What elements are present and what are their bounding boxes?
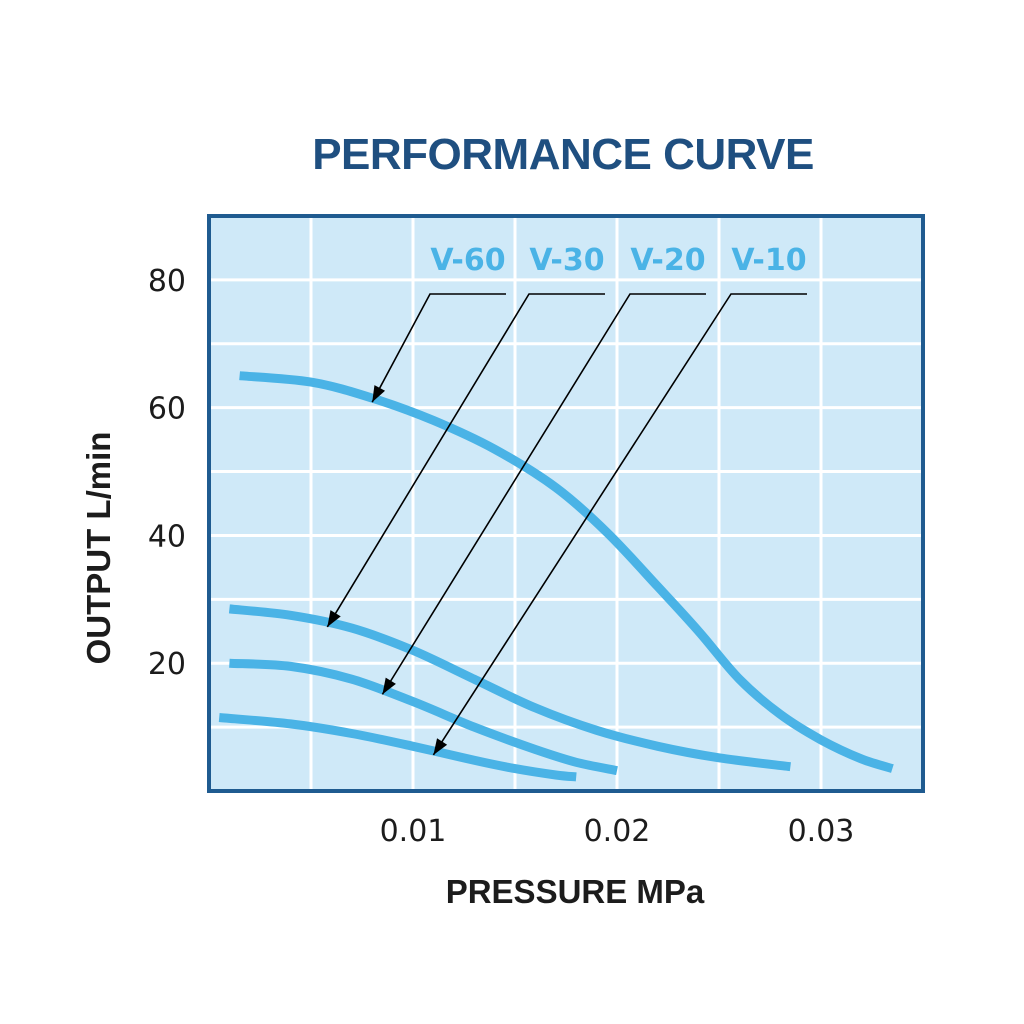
y-tick-label: 20 (148, 647, 186, 682)
grid-lines (209, 216, 923, 791)
series-curve-v-10 (218, 713, 577, 782)
plot-frame (207, 214, 925, 793)
plot-area (209, 216, 923, 791)
chart-title: PERFORMANCE CURVE (312, 130, 814, 179)
x-axis-ticks: 0.01 0.02 0.03 (380, 814, 855, 849)
leader-arrowhead-v-10 (433, 738, 448, 755)
leader-line-v-60 (371, 293, 506, 403)
series-curves (218, 371, 894, 782)
leader-line-v-10 (432, 293, 807, 756)
y-tick-label: 80 (148, 264, 186, 299)
legend-label-v-20: V-20 (630, 243, 705, 278)
leader-arrowhead-v-30 (327, 610, 341, 627)
legend-label-v-60: V-60 (430, 243, 505, 278)
legend-label-v-30: V-30 (529, 243, 604, 278)
legend: V-60 V-30 V-20 V-10 (430, 243, 806, 278)
leader-line-v-30 (326, 293, 605, 628)
series-curve-v-30 (228, 604, 791, 772)
series-curve-v-60 (239, 371, 894, 773)
x-tick-label: 0.01 (380, 814, 447, 849)
legend-label-v-10: V-10 (731, 243, 806, 278)
y-tick-label: 60 (148, 392, 186, 427)
x-axis-label: PRESSURE MPa (446, 873, 705, 910)
legend-leader-arrows (326, 293, 807, 756)
y-axis-ticks: 20 40 60 80 (148, 264, 186, 682)
x-tick-label: 0.02 (584, 814, 651, 849)
leader-line-v-20 (381, 293, 706, 695)
leader-arrowhead-v-60 (372, 385, 386, 403)
leader-arrowhead-v-20 (382, 677, 396, 695)
x-tick-label: 0.03 (788, 814, 855, 849)
y-axis-label: OUTPUT L/min (80, 432, 117, 665)
y-tick-label: 40 (148, 519, 186, 554)
series-curve-v-20 (229, 658, 618, 776)
